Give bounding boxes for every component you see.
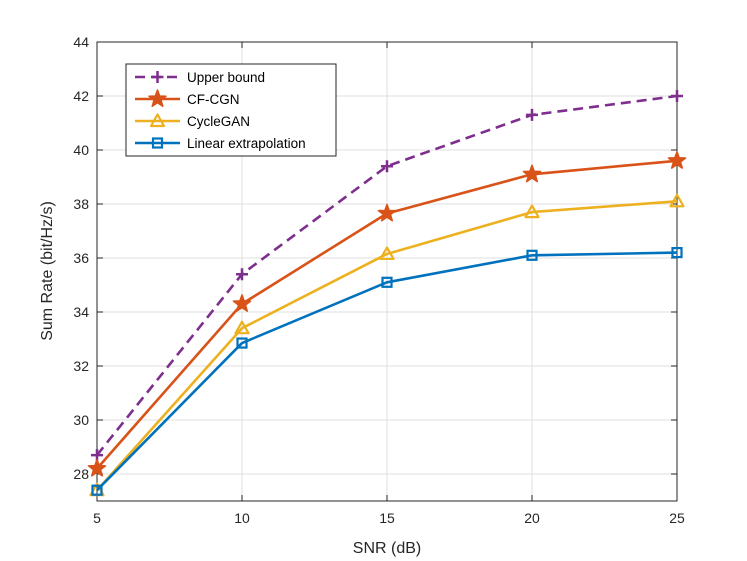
legend-entry: CF-CGN bbox=[135, 89, 240, 108]
data-point bbox=[234, 320, 250, 335]
data-point bbox=[377, 203, 397, 222]
y-tick-label: 36 bbox=[73, 250, 89, 266]
legend-label: CF-CGN bbox=[187, 92, 240, 107]
legend-marker bbox=[149, 113, 166, 128]
data-point bbox=[524, 204, 540, 219]
x-tick-label: 15 bbox=[379, 510, 395, 526]
series-line bbox=[95, 94, 678, 456]
y-tick-label: 32 bbox=[73, 358, 89, 374]
series-cf-cgn bbox=[87, 151, 687, 477]
y-axis-title: Sum Rate (bit/Hz/s) bbox=[39, 201, 56, 341]
data-point bbox=[236, 268, 248, 281]
data-point bbox=[236, 337, 248, 349]
y-tick-label: 28 bbox=[73, 466, 89, 482]
data-point bbox=[381, 276, 393, 288]
data-point bbox=[671, 90, 683, 102]
data-point bbox=[526, 249, 538, 261]
legend-marker bbox=[151, 71, 164, 83]
series-layer bbox=[87, 90, 687, 497]
legend-label: Upper bound bbox=[187, 70, 265, 85]
y-tick-label: 44 bbox=[73, 34, 89, 50]
data-point bbox=[667, 151, 687, 169]
x-tick-label: 5 bbox=[93, 510, 101, 526]
x-tick-label: 10 bbox=[234, 510, 250, 526]
legend-marker bbox=[151, 137, 164, 149]
y-tick-label: 34 bbox=[73, 304, 89, 320]
x-tick-label: 25 bbox=[669, 510, 685, 526]
series-line bbox=[96, 200, 678, 492]
data-point bbox=[671, 247, 683, 259]
series-upper-bound bbox=[91, 90, 683, 462]
legend-marker bbox=[148, 89, 167, 108]
data-point bbox=[381, 160, 393, 173]
legend: Upper bound CF-CGN CycleGAN Linear extrapol… bbox=[125, 63, 337, 157]
y-tick-label: 40 bbox=[73, 142, 89, 158]
y-tick-label: 30 bbox=[73, 412, 89, 428]
legend-entry: Upper bound bbox=[135, 70, 265, 85]
data-point bbox=[526, 108, 538, 121]
legend-entry: CycleGAN bbox=[135, 113, 250, 129]
legend-label: CycleGAN bbox=[187, 114, 250, 129]
series-cyclegan bbox=[89, 193, 685, 497]
y-tick-label: 38 bbox=[73, 196, 89, 212]
legend-label: Linear extrapolation bbox=[187, 136, 306, 151]
data-point bbox=[669, 193, 685, 208]
series-linear-extrapolation bbox=[91, 247, 683, 496]
series-line bbox=[96, 251, 678, 492]
axis-ticks: 5 10 15 20 25 28 30 32 34 36 38 40 42 44 bbox=[73, 34, 685, 526]
data-point bbox=[379, 246, 395, 261]
x-axis-title: SNR (dB) bbox=[353, 540, 421, 557]
data-point bbox=[87, 458, 107, 477]
data-point bbox=[232, 294, 252, 312]
y-tick-label: 42 bbox=[73, 88, 89, 104]
data-point bbox=[91, 484, 103, 496]
legend-entry: Linear extrapolation bbox=[135, 136, 306, 151]
x-tick-label: 20 bbox=[524, 510, 540, 526]
data-point bbox=[522, 164, 542, 183]
